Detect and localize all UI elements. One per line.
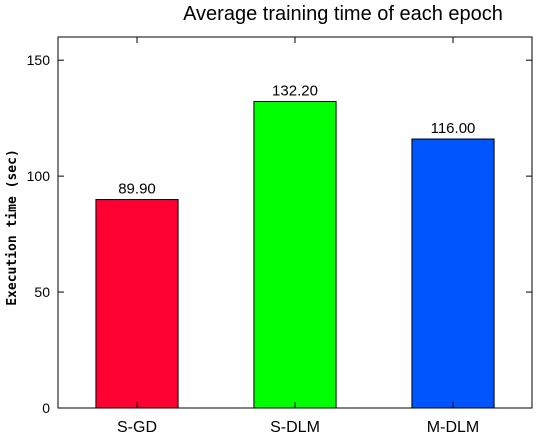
bar-s-dlm: [253, 100, 337, 409]
y-tick-label: 0: [42, 400, 50, 416]
data-label-s-dlm: 132.20: [272, 82, 318, 99]
category-label-m-dlm: M-DLM: [427, 419, 479, 436]
y-tick-label: 150: [27, 52, 51, 68]
data-label-s-gd: 89.90: [118, 181, 156, 198]
chart-title: Average training time of each epoch: [183, 3, 503, 25]
data-label-m-dlm: 116.00: [431, 120, 476, 137]
category-label-s-dlm: S-DLM: [270, 419, 320, 436]
y-tick-label: 50: [34, 284, 50, 300]
y-axis-label: Execution time (sec): [5, 149, 20, 306]
labels-layer: 89.90 S-GD 132.20 S-DLM 116.00 M-DLM: [117, 82, 479, 436]
bars-layer: [95, 100, 495, 409]
category-label-s-gd: S-GD: [117, 419, 157, 436]
y-tick-label: 100: [27, 168, 51, 184]
axes-layer: 0 50 100 150: [27, 36, 533, 416]
bar-m-dlm: [411, 138, 495, 409]
bar-s-gd: [95, 199, 179, 409]
y-axis-label-group: Execution time (sec): [5, 149, 20, 306]
